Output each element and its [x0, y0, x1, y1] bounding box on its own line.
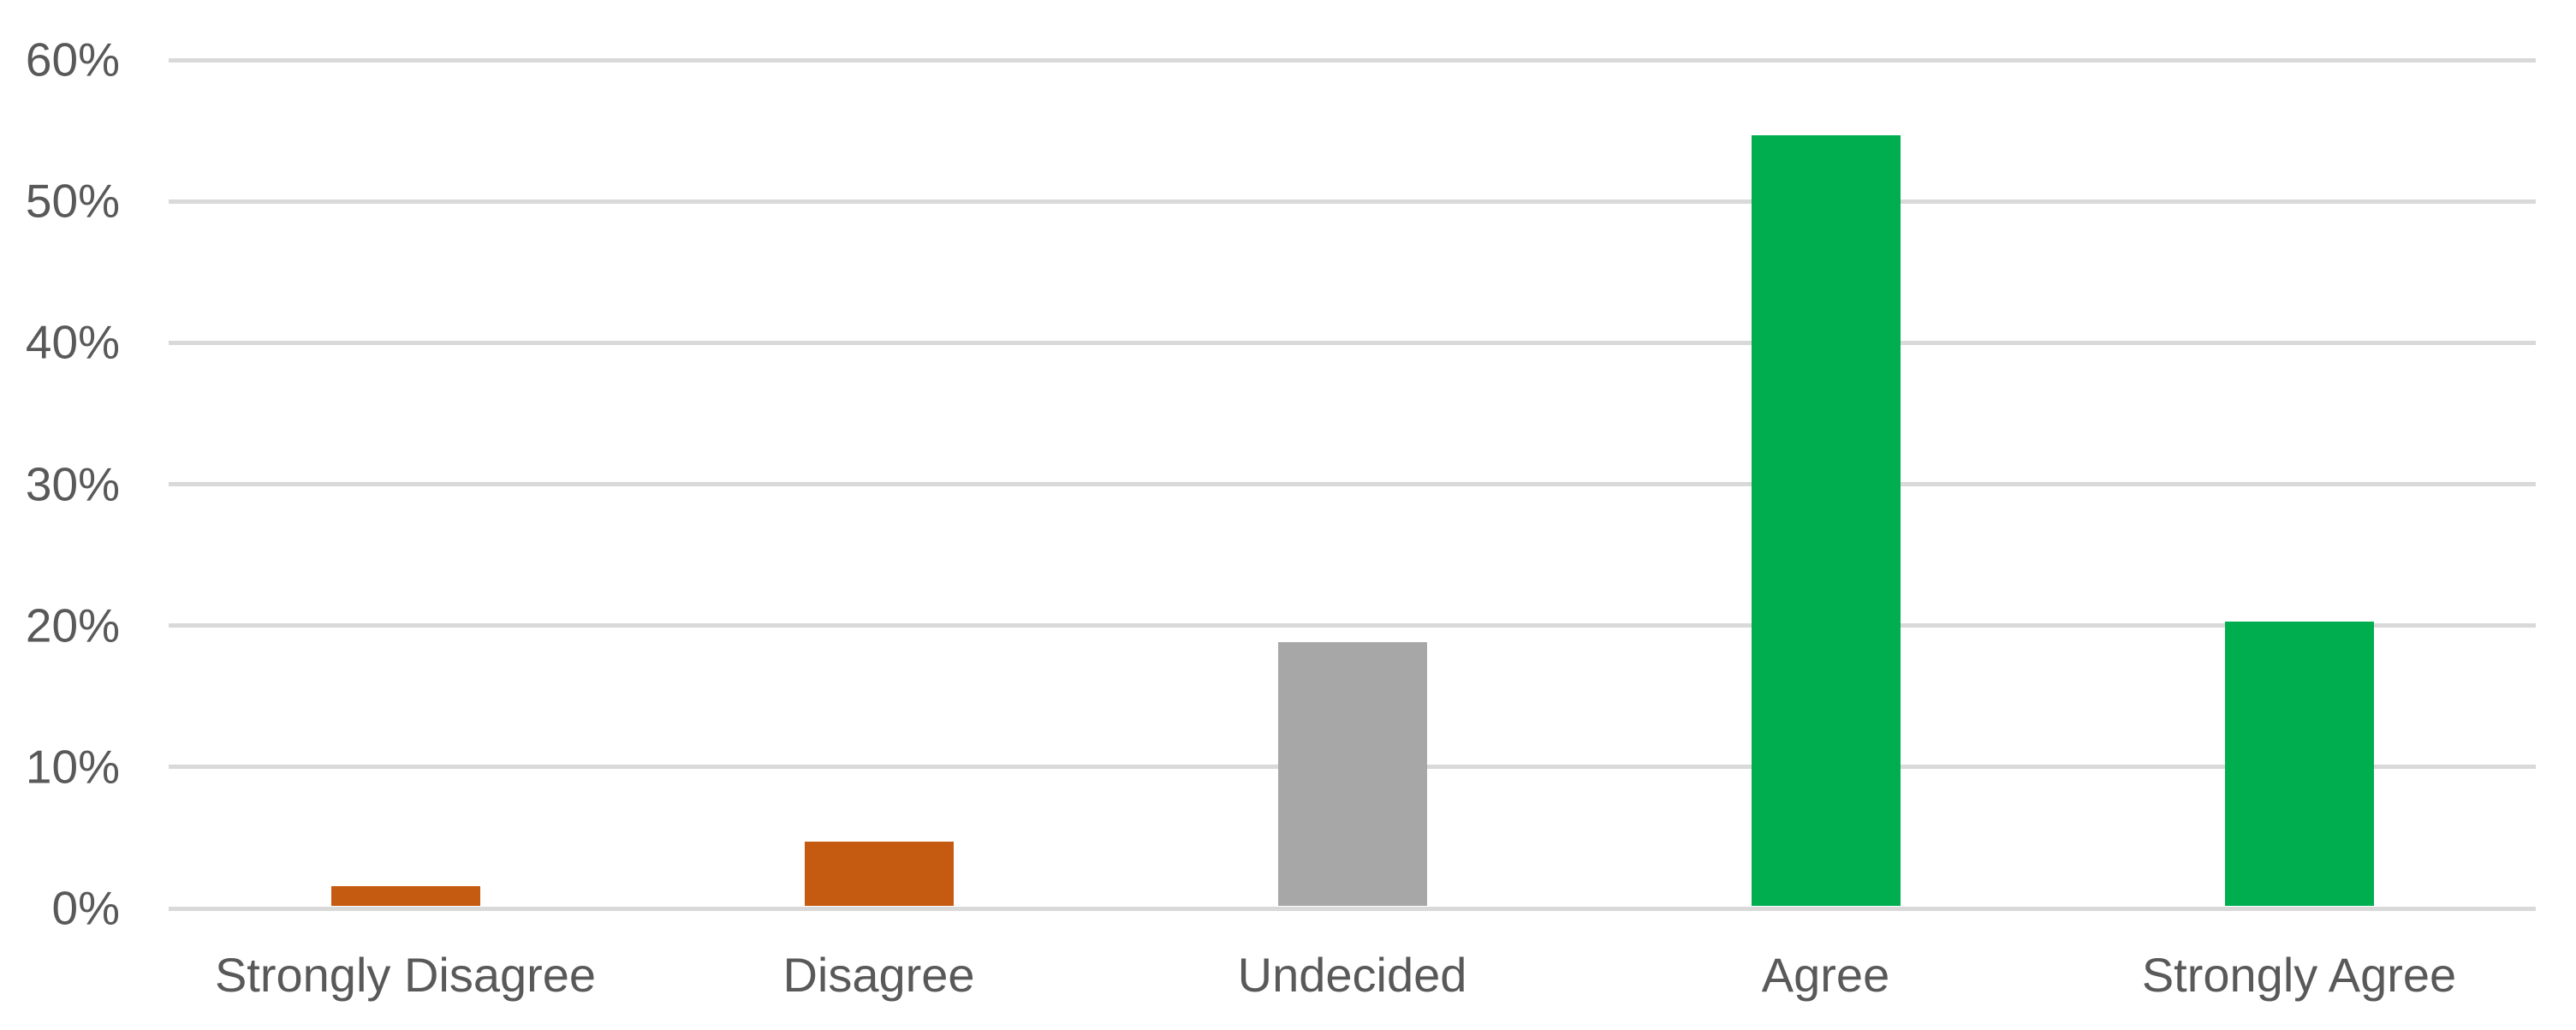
bar-strongly-disagree	[330, 885, 480, 907]
bar-undecided	[1277, 642, 1427, 907]
y-tick-label: 20%	[25, 598, 120, 652]
y-tick-label: 60%	[25, 33, 120, 86]
x-category-label: Strongly Disagree	[214, 948, 597, 1002]
x-category-label: Disagree	[782, 948, 975, 1002]
gridline	[169, 340, 2536, 345]
y-tick-label: 30%	[25, 457, 120, 510]
y-tick-label: 10%	[25, 740, 120, 794]
gridline	[169, 623, 2536, 628]
bar-agree	[1751, 134, 1901, 907]
y-tick-label: 50%	[25, 174, 120, 228]
x-category-label: Agree	[1761, 948, 1890, 1002]
gridline	[169, 199, 2536, 204]
bar-strongly-agree	[2224, 621, 2374, 907]
y-tick-label: 0%	[51, 881, 121, 935]
x-axis-line	[169, 906, 2536, 911]
gridline	[169, 57, 2536, 63]
x-category-label: Undecided	[1237, 948, 1467, 1002]
gridline	[169, 482, 2536, 486]
y-tick-label: 40%	[25, 315, 120, 369]
bar-disagree	[804, 842, 954, 907]
x-category-label: Strongly Agree	[2141, 948, 2457, 1002]
